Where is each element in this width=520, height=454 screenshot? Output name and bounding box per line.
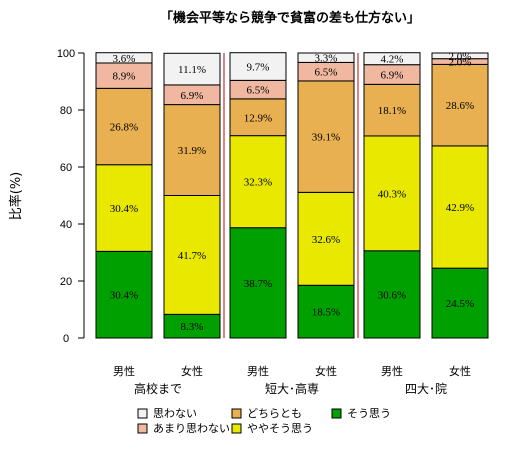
- value-label: 18.5%: [312, 307, 340, 319]
- category-label: 女性: [181, 364, 203, 378]
- value-label: 32.6%: [312, 234, 340, 246]
- bar-segment: [431, 52, 489, 60]
- value-label: 8.3%: [181, 321, 204, 333]
- category-label: 男性: [247, 364, 269, 378]
- value-label: 2.0%: [449, 51, 472, 63]
- value-label: 30.4%: [110, 203, 138, 215]
- value-label: 6.9%: [181, 90, 204, 102]
- category-label: 女性: [449, 364, 471, 378]
- category-label: 男性: [381, 364, 403, 378]
- y-tick-label: 40: [60, 219, 72, 231]
- value-label: 24.5%: [446, 298, 474, 310]
- legend-swatch: [137, 423, 148, 434]
- legend-label: 思わない: [153, 407, 197, 420]
- y-axis-title: 比率(%): [8, 172, 24, 221]
- bar-segment: [229, 227, 287, 339]
- bars: [95, 52, 489, 339]
- legend-swatch: [331, 408, 342, 419]
- value-label: 31.9%: [178, 145, 206, 157]
- value-label: 12.9%: [244, 112, 272, 124]
- legend-swatch: [231, 408, 242, 419]
- bar-segment: [95, 87, 153, 166]
- value-label: 3.3%: [315, 53, 338, 65]
- group-separators: [223, 53, 359, 338]
- group-label: 高校まで: [134, 381, 182, 396]
- y-tick-label: 0: [63, 333, 69, 345]
- value-label: 6.5%: [315, 67, 338, 79]
- y-tick-label: 20: [60, 276, 72, 288]
- y-tick-label: 100: [57, 48, 75, 60]
- value-labels: 30.4% 30.4% 26.8% 8.9% 3.6% 8.3% 41.7% 31.9% 6.9…: [110, 51, 474, 333]
- legend-label: ややそう思う: [247, 422, 313, 435]
- bar-segment: [163, 104, 221, 196]
- value-label: 8.9%: [113, 71, 136, 83]
- bar-segment: [163, 52, 221, 86]
- bar-segment: [95, 164, 153, 252]
- bar-segment: [297, 284, 355, 339]
- bar-segment: [297, 52, 355, 63]
- value-label: 38.7%: [244, 278, 272, 290]
- y-tick-label: 60: [60, 162, 72, 174]
- chart-title: 「機会平等なら競争で貧富の差も仕方ない」: [160, 10, 420, 26]
- group-labels: 高校まで 短大･高専 四大･院: [134, 381, 447, 396]
- bar-segment: [431, 63, 489, 147]
- category-labels: 男性 女性 男性 女性 男性 女性: [113, 364, 471, 378]
- value-label: 18.1%: [378, 105, 406, 117]
- legend-label: どちらとも: [247, 407, 302, 420]
- value-label: 42.9%: [446, 202, 474, 214]
- value-label: 30.4%: [110, 290, 138, 302]
- value-label: 4.2%: [381, 54, 404, 66]
- bar-segment: [95, 62, 153, 89]
- category-label: 男性: [113, 364, 135, 378]
- bar-segment: [297, 80, 355, 193]
- value-label: 26.8%: [110, 122, 138, 134]
- bar-segment: [363, 250, 421, 339]
- value-label: 39.1%: [312, 132, 340, 144]
- legend-label: そう思う: [347, 407, 391, 420]
- value-label: 9.7%: [247, 62, 270, 74]
- value-label: 28.6%: [446, 100, 474, 112]
- bar-segment: [297, 191, 355, 286]
- bar-segment: [163, 195, 221, 315]
- value-label: 2.0%: [449, 57, 472, 69]
- bar-segment: [363, 135, 421, 252]
- bar-segment: [229, 52, 287, 81]
- bar-segment: [95, 52, 153, 64]
- value-label: 41.7%: [178, 250, 206, 262]
- legend-swatch: [137, 408, 148, 419]
- value-label: 40.3%: [378, 188, 406, 200]
- bar-segment: [363, 52, 421, 66]
- legend-label: あまり思わない: [153, 422, 230, 435]
- bar-segment: [363, 83, 421, 137]
- value-label: 6.5%: [247, 85, 270, 97]
- y-axis: 0 20 40 60 80 100: [57, 48, 85, 345]
- legend-swatch: [231, 423, 242, 434]
- group-label: 短大･高専: [265, 381, 319, 396]
- y-tick-label: 80: [60, 105, 72, 117]
- value-label: 32.3%: [244, 177, 272, 189]
- value-label: 6.9%: [381, 70, 404, 82]
- value-label: 11.1%: [178, 64, 206, 76]
- value-label: 3.6%: [113, 53, 136, 65]
- bar-segment: [229, 135, 287, 229]
- category-label: 女性: [315, 364, 337, 378]
- value-label: 30.6%: [378, 289, 406, 301]
- bar-segment: [95, 250, 153, 339]
- group-label: 四大･院: [405, 382, 447, 396]
